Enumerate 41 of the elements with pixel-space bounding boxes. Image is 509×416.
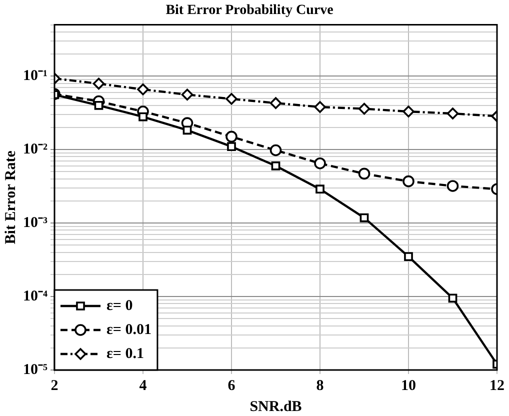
point [94,100,104,110]
legend-label: ε= 0 [106,298,133,314]
chart-title: Bit Error Probability Curve [166,3,334,18]
point [316,184,324,194]
legend-label: ε= 0.01 [106,322,152,338]
point [138,112,148,122]
y-tick-label: 10⁻³ [22,214,48,231]
point [92,78,105,90]
x-tick-label: 12 [490,378,504,394]
x-tick-label: 8 [316,378,324,394]
x-tick-label: 6 [228,378,236,394]
y-tick-label: 10⁻⁵ [22,362,48,378]
y-tick-label: 10⁻¹ [22,68,48,84]
point [448,294,458,303]
point [404,252,413,262]
point [271,161,280,170]
point [360,213,369,222]
y-axis-title: Bit Error Rate [2,150,19,244]
point [314,101,326,113]
y-tick-label: 10⁻² [22,141,48,158]
point [181,88,194,101]
point [182,126,192,135]
x-tick-label: 2 [50,378,58,394]
point [270,97,282,109]
y-tick-label: 10⁻⁴ [22,288,48,304]
legend-label: ε= 0.1 [106,346,144,362]
point [226,93,238,105]
x-tick-label: 10 [401,378,416,394]
point [446,180,459,192]
point [137,84,149,96]
point [270,144,282,156]
point [226,130,238,143]
point [358,102,370,115]
point [358,168,370,180]
point [314,157,326,170]
point [402,106,414,118]
point [402,175,414,188]
x-axis-title: SNR.dB [250,398,302,415]
point [227,142,236,152]
point [446,108,459,120]
x-tick-label: 4 [139,378,148,394]
